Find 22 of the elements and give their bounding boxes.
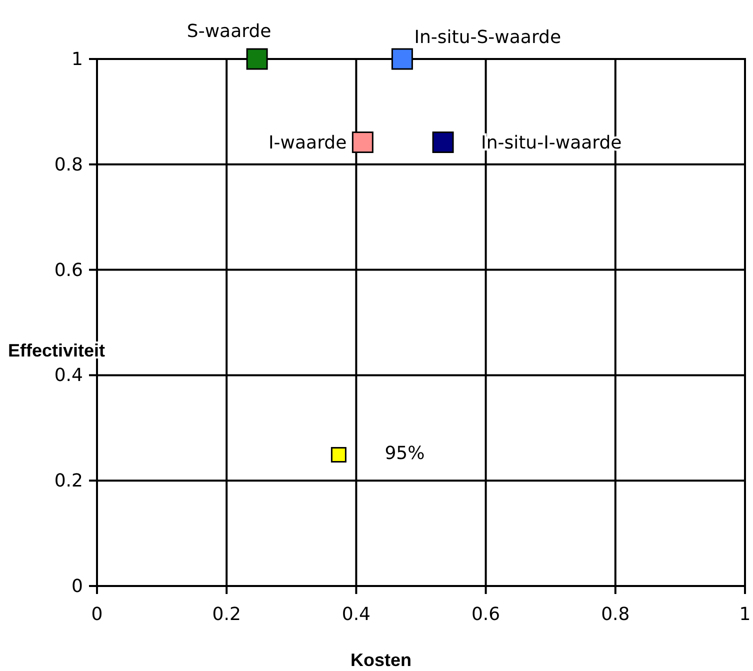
y-tick-label: 0.2 <box>54 470 83 492</box>
series-label: I-waarde <box>268 132 347 154</box>
y-tick-label: 0.8 <box>54 154 83 176</box>
x-tick-label: 0 <box>91 604 103 625</box>
series-label: In-situ-S-waarde <box>414 27 562 48</box>
point <box>246 48 268 70</box>
point <box>330 447 346 463</box>
x-tick-label: 0.6 <box>471 604 500 625</box>
point <box>432 132 454 154</box>
point <box>352 132 374 154</box>
x-tick-label: 0.2 <box>212 604 241 625</box>
x-tick-label: 1 <box>739 604 751 625</box>
y-tick-label: 0 <box>72 576 83 597</box>
y-tick-label: 1 <box>72 49 83 70</box>
x-axis-title: Kosten <box>350 650 412 670</box>
point <box>391 48 413 70</box>
y-tick-label: 0.6 <box>54 260 83 281</box>
y-tick-label: 0.4 <box>54 365 83 386</box>
series-label: S-waarde <box>186 21 272 42</box>
x-tick-label: 0.4 <box>342 604 371 625</box>
text: 95% <box>384 442 425 464</box>
x-tick-label: 0.8 <box>601 604 630 625</box>
